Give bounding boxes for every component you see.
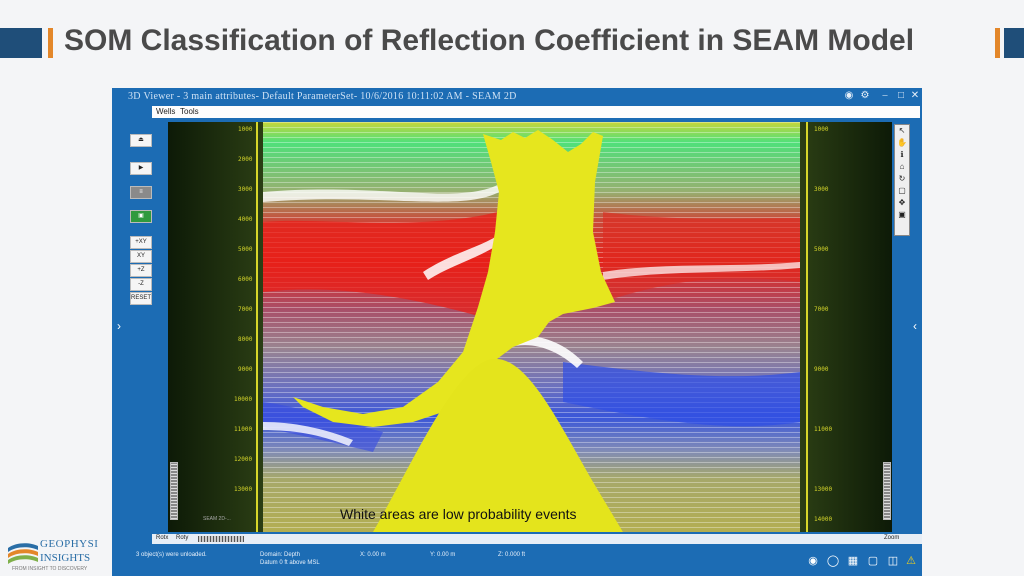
- rotation-bar: Rotx Roty Zoom: [152, 534, 922, 544]
- zoom-box-icon[interactable]: ▢: [898, 186, 906, 195]
- depth-ruler-right: [800, 122, 892, 532]
- datum-label: Datum 0 ft above MSL: [260, 560, 320, 566]
- rotation-slider[interactable]: [198, 536, 244, 542]
- close-icon[interactable]: ✕: [910, 90, 920, 101]
- depth-tick-left: 9000: [238, 366, 253, 373]
- pan-icon[interactable]: ✋: [897, 138, 907, 147]
- layers-button[interactable]: ≡: [130, 186, 152, 199]
- zoom-label: Zoom: [884, 535, 900, 541]
- rotx-label: Rotx: [156, 535, 169, 541]
- logo-name: GEOPHYSI: [40, 538, 99, 550]
- chevron-right-icon[interactable]: ›: [117, 319, 121, 333]
- depth-tick-right: 9000: [814, 366, 829, 373]
- depth-tick-left: 13000: [234, 486, 253, 493]
- seismic-section: [263, 122, 800, 532]
- depth-tick-right: 1000: [814, 126, 829, 133]
- right-zoom-slider[interactable]: [883, 462, 891, 520]
- depth-tick-right: 11000: [814, 426, 833, 433]
- caption: White areas are low probability events: [340, 506, 577, 522]
- depth-tick-left: 2000: [238, 156, 253, 163]
- overlay-label: SEAM 2D-...: [203, 516, 231, 522]
- depth-tick-left: 11000: [234, 426, 253, 433]
- menu-wells[interactable]: Wells: [156, 107, 176, 116]
- rotate-icon[interactable]: ↻: [898, 174, 906, 183]
- depth-tick-left: 4000: [238, 216, 253, 223]
- play-button[interactable]: ▶: [130, 162, 152, 175]
- logo-sub: INSIGHTS: [40, 552, 91, 564]
- pointer-icon[interactable]: ↖: [898, 126, 906, 135]
- roty-label: Roty: [176, 535, 189, 541]
- fit-icon[interactable]: ▣: [898, 210, 906, 219]
- view-minus-z-button[interactable]: -Z: [130, 278, 152, 291]
- eye-icon[interactable]: ◉: [808, 555, 818, 567]
- info-icon[interactable]: ℹ: [900, 150, 904, 159]
- y-readout: Y: 0.00 m: [430, 552, 456, 558]
- depth-ruler-left: [168, 122, 263, 532]
- depth-tick-left: 12000: [234, 456, 253, 463]
- depth-tick-right: 3000: [814, 186, 829, 193]
- title-accent-left: [0, 28, 42, 58]
- chevron-left-icon[interactable]: ‹: [913, 319, 917, 333]
- window-title: 3D Viewer - 3 main attributes- Default P…: [128, 91, 517, 102]
- minimize-icon[interactable]: –: [882, 90, 888, 101]
- view-reset-button[interactable]: RESET: [130, 292, 152, 305]
- view-xy-button[interactable]: XY: [130, 250, 152, 263]
- view-plus-xy-button[interactable]: +XY: [130, 236, 152, 249]
- window-titlebar[interactable]: 3D Viewer - 3 main attributes- Default P…: [112, 88, 922, 106]
- eject-button[interactable]: ⏏: [130, 134, 152, 147]
- title-tick-left: [48, 28, 53, 58]
- menu-tools[interactable]: Tools: [180, 107, 199, 116]
- home-icon[interactable]: ⌂: [899, 162, 905, 171]
- title-tick-right: [995, 28, 1000, 58]
- view-plus-z-button[interactable]: +Z: [130, 264, 152, 277]
- depth-tick-left: 7000: [238, 306, 253, 313]
- display-button[interactable]: ▣: [130, 210, 152, 223]
- depth-tick-left: 10000: [234, 396, 253, 403]
- status-bar: 3 object(s) were unloaded. Domain: Depth…: [112, 546, 922, 576]
- depth-tick-left: 8000: [238, 336, 253, 343]
- logo-tagline: FROM INSIGHT TO DISCOVERY: [12, 566, 88, 572]
- logo-mark: [8, 543, 38, 564]
- status-message: 3 object(s) were unloaded.: [136, 552, 207, 558]
- viewer-window: 3D Viewer - 3 main attributes- Default P…: [112, 88, 922, 576]
- z-readout: Z: 0.000 ft: [498, 552, 526, 558]
- depth-tick-left: 1000: [238, 126, 253, 133]
- box-icon[interactable]: ◫: [887, 555, 899, 567]
- maximize-icon[interactable]: □: [897, 90, 905, 101]
- depth-tick-left: 5000: [238, 246, 253, 253]
- ruler-line-right: [806, 122, 808, 532]
- depth-tick-right: 14000: [814, 516, 833, 523]
- title-accent-right: [1004, 28, 1024, 58]
- move-icon[interactable]: ✥: [898, 198, 906, 207]
- x-readout: X: 0.00 m: [360, 552, 386, 558]
- globe-icon[interactable]: ◯: [826, 555, 840, 567]
- map-icon[interactable]: ▦: [847, 555, 859, 567]
- depth-tick-right: 13000: [814, 486, 833, 493]
- depth-tick-left: 3000: [238, 186, 253, 193]
- left-zoom-slider[interactable]: [170, 462, 178, 520]
- menu-bar: Wells Tools: [152, 106, 920, 118]
- depth-tick-left: 6000: [238, 276, 253, 283]
- slide-title: SOM Classification of Reflection Coeffic…: [64, 24, 915, 57]
- cube-icon[interactable]: ▢: [867, 555, 879, 567]
- company-logo: GEOPHYSI INSIGHTS FROM INSIGHT TO DISCOV…: [6, 536, 110, 574]
- warning-icon[interactable]: ⚠: [906, 555, 916, 567]
- depth-tick-right: 7000: [814, 306, 829, 313]
- domain-label: Domain: Depth: [260, 552, 301, 558]
- slide-header: SOM Classification of Reflection Coeffic…: [0, 0, 1024, 80]
- camera-icon[interactable]: ◉: [844, 90, 854, 101]
- ruler-line-left: [256, 122, 258, 532]
- left-toolbar: ⏏ ▶ ≡ ▣ +XY XY +Z -Z RESET: [112, 118, 152, 546]
- depth-tick-right: 5000: [814, 246, 829, 253]
- right-toolbar: ↖ ✋ ℹ ⌂ ↻ ▢ ✥ ▣: [894, 124, 910, 236]
- settings-icon[interactable]: ⚙: [860, 90, 870, 101]
- seismic-viewport[interactable]: 1000 2000 3000 4000 5000 6000 7000 8000 …: [168, 122, 892, 532]
